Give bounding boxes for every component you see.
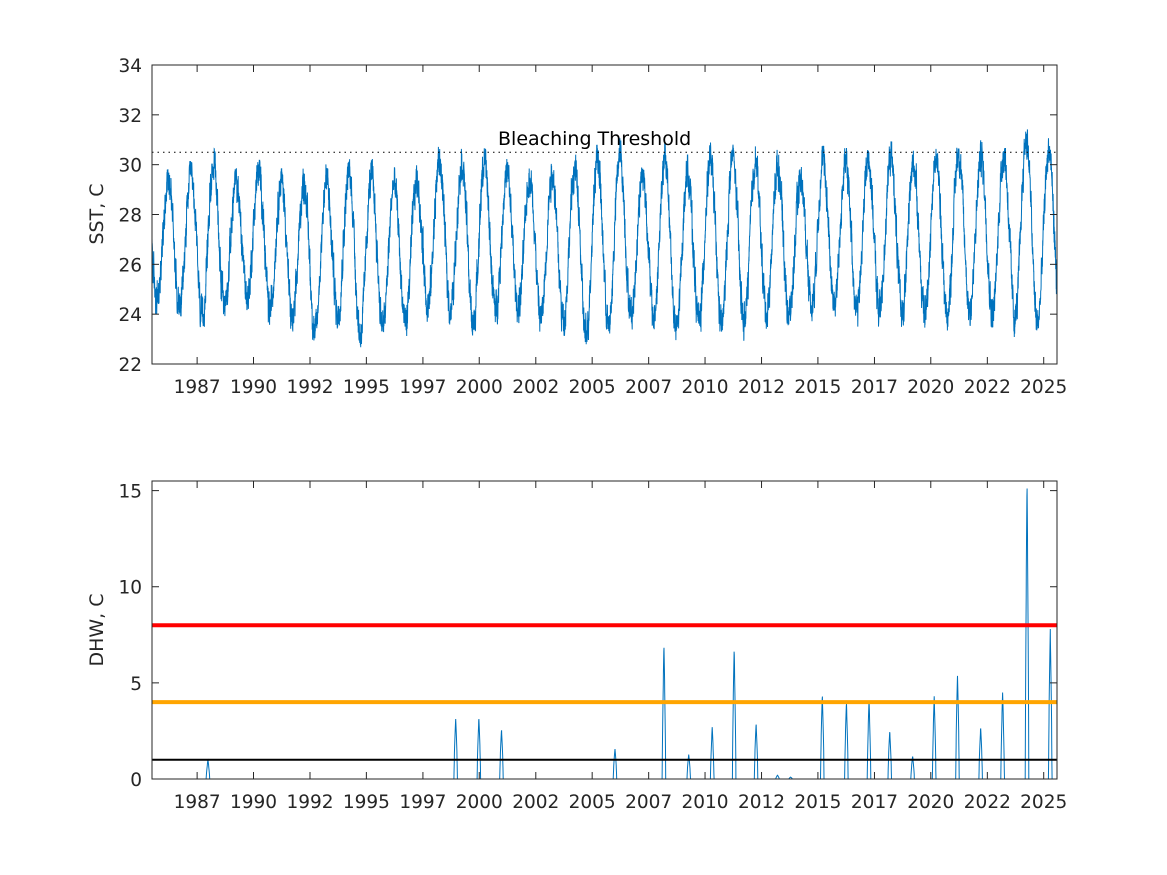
y-tick-label: 28 [118,206,142,227]
x-tick-label: 1992 [286,377,333,398]
y-tick-label: 5 [130,674,142,695]
dhw-reference-lines [152,623,1057,761]
x-tick-label: 2010 [681,377,728,398]
dhw-plot-area [152,481,1057,779]
bleaching-threshold-label: Bleaching Threshold [498,128,691,150]
x-tick-label: 1992 [286,792,333,813]
sst-plot-area [152,65,1057,364]
y-tick-label: 34 [118,56,142,77]
y-tick-label: 32 [118,106,142,127]
x-tick-label: 2020 [907,377,954,398]
x-tick-label: 2015 [794,377,841,398]
x-tick-label: 2002 [512,377,559,398]
y-tick-label: 0 [130,770,142,791]
x-tick-label: 2017 [851,792,898,813]
dhw-axes-box [151,480,1058,780]
x-tick-label: 2005 [569,792,616,813]
x-tick-label: 2022 [964,792,1011,813]
x-tick-label: 2010 [681,792,728,813]
y-tick-label: 10 [118,578,142,599]
x-tick-label: 2000 [456,792,503,813]
x-tick-label: 2022 [964,377,1011,398]
x-tick-label: 1997 [399,377,446,398]
dhw-y-axis-label: DHW, C [86,593,108,666]
x-tick-label: 2005 [569,377,616,398]
sst-y-axis-label: SST, C [86,183,108,244]
x-tick-label: 2012 [738,792,785,813]
sst-panel: 22 24 26 28 30 32 34 1987 1990 1992 1995 1997 2000 20… [86,56,1067,398]
x-tick-label: 1997 [399,792,446,813]
dhw-panel: 0 5 10 15 1987 1990 1992 1995 1997 2000 2002 2005 20… [86,480,1067,813]
dhw-ticks: 0 5 10 15 1987 1990 1992 1995 1997 2000 2002 2005 20… [118,481,1067,813]
sst-marks [151,129,1058,348]
x-tick-label: 2000 [456,377,503,398]
x-tick-label: 2007 [625,377,672,398]
x-tick-label: 2012 [738,377,785,398]
x-tick-label: 2007 [625,792,672,813]
x-tick-label: 1987 [174,792,221,813]
x-tick-label: 1995 [343,377,390,398]
y-tick-label: 15 [118,482,142,503]
x-tick-label: 2017 [851,377,898,398]
x-tick-label: 2025 [1020,377,1067,398]
x-tick-label: 2002 [512,792,559,813]
y-tick-label: 26 [118,255,142,276]
x-tick-label: 2020 [907,792,954,813]
x-tick-label: 1990 [230,377,277,398]
y-tick-label: 22 [118,355,142,376]
sst-series-line [151,129,1058,348]
x-tick-label: 2015 [794,792,841,813]
x-tick-label: 1987 [174,377,221,398]
y-tick-label: 24 [118,305,142,326]
x-tick-label: 1990 [230,792,277,813]
x-tick-label: 2025 [1020,792,1067,813]
y-tick-label: 30 [118,156,142,177]
sst-ticks: 22 24 26 28 30 32 34 1987 1990 1992 1995 1997 2000 20… [118,56,1067,398]
x-tick-label: 1995 [343,792,390,813]
